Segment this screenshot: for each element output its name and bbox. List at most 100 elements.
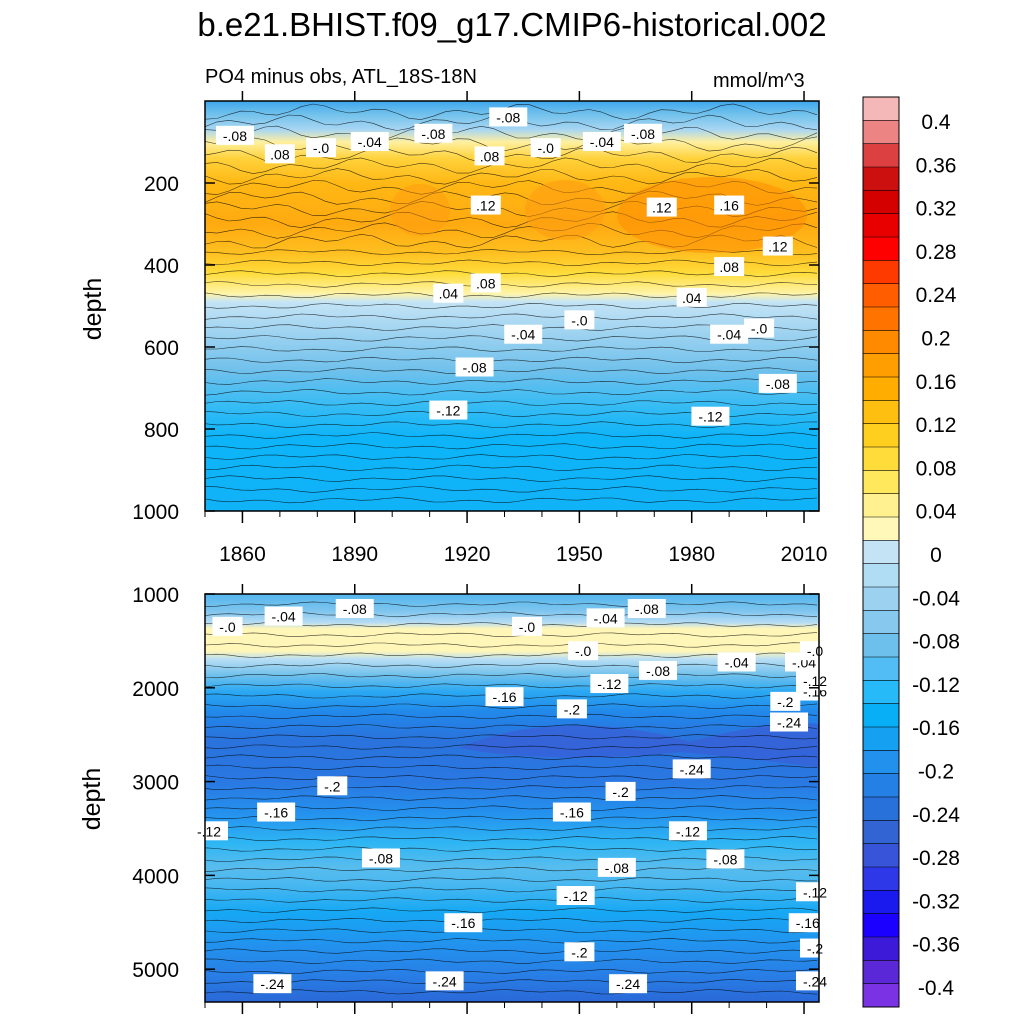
top-plot-frame bbox=[204, 100, 820, 512]
contour-line bbox=[204, 928, 818, 934]
contour-label: -.12 bbox=[590, 674, 629, 694]
contour-label-text: -.0 bbox=[313, 140, 330, 156]
contour-label-text: -.12 bbox=[564, 888, 588, 904]
contour-label: -.0 bbox=[568, 641, 599, 661]
colorbar-swatch bbox=[863, 213, 899, 238]
contour-line bbox=[204, 157, 818, 175]
contour-label: -.08 bbox=[758, 373, 797, 393]
contour-label-text: -.08 bbox=[369, 850, 393, 866]
colorbar-swatch bbox=[863, 423, 899, 448]
contour-line bbox=[204, 652, 818, 658]
contour-label: -.24 bbox=[796, 971, 834, 991]
contour-label: -.08 bbox=[624, 123, 663, 143]
colorbar-swatch bbox=[863, 890, 899, 915]
warm-core-1 bbox=[525, 180, 605, 240]
contour-label: -.0 bbox=[564, 310, 595, 330]
colorbar-swatch bbox=[863, 167, 899, 191]
contour-label: -.08 bbox=[215, 125, 254, 145]
contour-label: -.16 bbox=[444, 913, 483, 933]
contour-label-text: -.16 bbox=[796, 915, 820, 931]
contour-label: .12 bbox=[470, 195, 501, 215]
colorbar-swatch bbox=[863, 237, 899, 261]
contour-label: .04 bbox=[676, 287, 707, 307]
contour-label: -.2 bbox=[605, 781, 636, 801]
contour-label: -.16 bbox=[788, 913, 827, 933]
contour-line bbox=[204, 938, 818, 944]
contour-line bbox=[204, 367, 818, 375]
contour-label: -.04 bbox=[582, 132, 621, 151]
y-tick-label: 2000 bbox=[132, 678, 179, 701]
contour-label-text: -.2 bbox=[571, 944, 588, 960]
colorbar-swatch bbox=[863, 820, 899, 845]
colorbar-swatch bbox=[863, 307, 899, 331]
contour-line bbox=[204, 497, 818, 504]
contour-label: -.08 bbox=[597, 857, 636, 877]
colorbar-swatch bbox=[863, 797, 899, 821]
contour-label-text: -.16 bbox=[492, 689, 516, 705]
contour-label-text: -.08 bbox=[646, 663, 670, 679]
colorbar-swatch bbox=[863, 867, 899, 891]
contour-label-text: .08 bbox=[480, 148, 500, 164]
colorbar-swatch bbox=[863, 773, 899, 798]
contour-label: -.12 bbox=[796, 882, 834, 902]
contour-label: -.08 bbox=[489, 107, 528, 127]
contour-label-text: -.24 bbox=[260, 976, 284, 992]
top-contour-lines bbox=[204, 103, 818, 504]
contour-label: .08 bbox=[474, 146, 505, 166]
contour-label: -.08 bbox=[627, 599, 666, 619]
contour-label-text: .08 bbox=[476, 275, 496, 291]
colorbar-label: -0.16 bbox=[912, 717, 960, 740]
colorbar-label: 0 bbox=[930, 544, 942, 567]
contour-label: -.04 bbox=[717, 652, 756, 672]
contour-label: -.2 bbox=[800, 938, 830, 958]
contour-label-text: -.0 bbox=[519, 619, 536, 635]
contour-line bbox=[204, 764, 818, 771]
contour-line bbox=[204, 486, 818, 493]
contour-label-text: -.2 bbox=[612, 784, 629, 800]
colorbar-swatch bbox=[863, 680, 899, 705]
contour-label-text: -.12 bbox=[676, 823, 700, 839]
contour-line bbox=[204, 744, 818, 750]
colorbar-swatch bbox=[863, 727, 899, 751]
contour-line bbox=[204, 826, 818, 831]
contour-line bbox=[204, 907, 818, 913]
colorbar-swatch bbox=[863, 517, 899, 541]
contour-label-text: -.24 bbox=[616, 976, 640, 992]
contour-label: -.08 bbox=[455, 357, 494, 377]
contour-label: -.24 bbox=[609, 974, 648, 994]
contour-label: -.04 bbox=[504, 324, 543, 344]
contour-label: -.24 bbox=[253, 974, 292, 994]
contour-label-text: -.08 bbox=[223, 128, 247, 144]
x-tick-label: 1860 bbox=[219, 543, 266, 566]
contour-label-text: -.12 bbox=[803, 673, 827, 689]
contour-label: .04 bbox=[433, 283, 464, 303]
contour-label: .16 bbox=[714, 195, 745, 215]
colorbar-swatch bbox=[863, 353, 899, 378]
contour-line bbox=[204, 346, 818, 352]
y-tick-label: 5000 bbox=[132, 959, 179, 982]
contour-line bbox=[204, 795, 818, 801]
x-tick-label: 1890 bbox=[331, 543, 378, 566]
colorbar-label: 0.24 bbox=[916, 284, 957, 307]
contour-label-text: -.08 bbox=[462, 360, 486, 376]
contour-label: -.04 bbox=[264, 606, 303, 626]
contour-line bbox=[204, 815, 818, 821]
contour-line bbox=[204, 897, 817, 903]
contour-label-text: -.12 bbox=[197, 823, 221, 839]
contour-label: -.24 bbox=[672, 759, 711, 779]
contour-line bbox=[204, 378, 818, 385]
colorbar-swatch bbox=[863, 750, 899, 775]
contour-label-text: -.04 bbox=[272, 609, 296, 625]
contour-label-text: -.04 bbox=[590, 134, 614, 150]
colorbar-swatch bbox=[863, 377, 899, 401]
contour-line bbox=[204, 724, 818, 729]
contour-line bbox=[204, 125, 818, 141]
contour-line bbox=[204, 775, 818, 781]
chart-subtitle: PO4 minus obs, ATL_18S-18N bbox=[205, 66, 477, 88]
contour-label-text: -.08 bbox=[766, 376, 790, 392]
contour-label: -.0 bbox=[744, 318, 775, 338]
colorbar-swatch bbox=[863, 563, 899, 588]
contour-label: -.16 bbox=[552, 802, 591, 822]
contour-label-text: -.04 bbox=[594, 610, 618, 626]
contour-label: -.2 bbox=[556, 699, 587, 719]
